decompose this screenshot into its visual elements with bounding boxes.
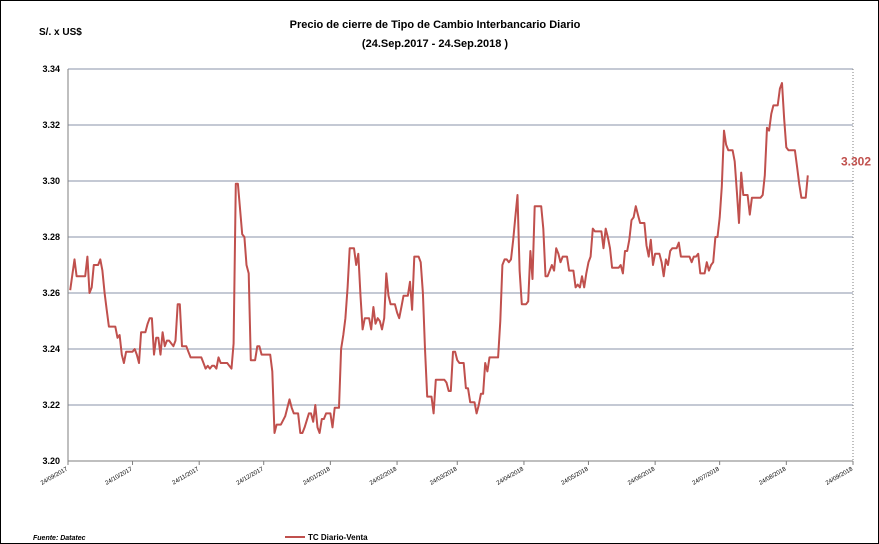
y-tick-label: 3.22 bbox=[42, 400, 60, 410]
y-axis-unit-label: S/. x US$ bbox=[39, 27, 82, 38]
x-tick-label: 24/03/2018 bbox=[429, 466, 459, 487]
x-tick-label: 24/12/2017 bbox=[236, 466, 266, 487]
y-tick-label: 3.20 bbox=[42, 456, 60, 466]
chart-title: Precio de cierre de Tipo de Cambio Inter… bbox=[290, 19, 581, 31]
y-tick-label: 3.24 bbox=[42, 344, 60, 354]
x-tick-label: 24/11/2017 bbox=[172, 466, 201, 486]
gridlines bbox=[68, 68, 853, 406]
y-tick-label: 3.30 bbox=[42, 176, 60, 186]
x-tick-label: 24/02/2018 bbox=[369, 466, 399, 487]
x-tick-label: 24/10/2017 bbox=[105, 466, 135, 487]
axes bbox=[67, 69, 854, 462]
y-tick-label: 3.34 bbox=[42, 64, 60, 74]
series-line bbox=[69, 82, 809, 434]
x-tick-label: 24/05/2018 bbox=[560, 466, 590, 487]
y-axis-ticks: 3.20 3.22 3.24 3.26 3.28 3.30 3.32 3.34 bbox=[42, 64, 60, 466]
x-tick-label: 24/07/2018 bbox=[692, 466, 722, 487]
x-axis-ticks: 24/09/2017 24/10/2017 24/11/2017 24/12/2017… bbox=[40, 461, 855, 487]
x-tick-label: 24/06/2018 bbox=[627, 466, 657, 487]
x-tick-label: 24/04/2018 bbox=[496, 466, 526, 487]
source-note: Fuente: Datatec bbox=[33, 535, 86, 542]
chart-subtitle: (24.Sep.2017 - 24.Sep.2018 ) bbox=[362, 38, 508, 50]
x-tick-label: 24/09/2017 bbox=[40, 466, 70, 487]
y-tick-label: 3.32 bbox=[42, 120, 60, 130]
last-value-label: 3.302 bbox=[841, 154, 871, 168]
series-lines bbox=[69, 82, 809, 434]
x-tick-label: 24/08/2018 bbox=[758, 466, 788, 487]
y-tick-label: 3.26 bbox=[42, 288, 60, 298]
x-tick-label: 24/01/2018 bbox=[302, 466, 332, 487]
legend-label: TC Diario-Venta bbox=[308, 533, 368, 542]
y-tick-label: 3.28 bbox=[42, 232, 60, 242]
x-tick-label: 24/09/2018 bbox=[825, 466, 855, 487]
legend: TC Diario-Venta bbox=[285, 533, 368, 542]
